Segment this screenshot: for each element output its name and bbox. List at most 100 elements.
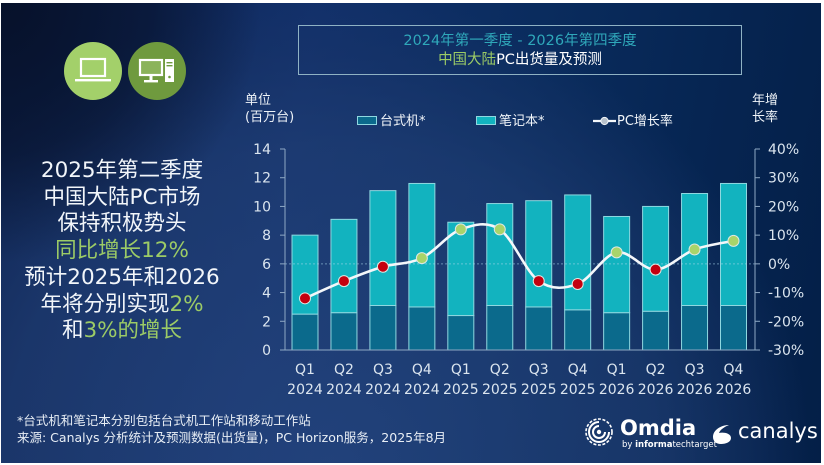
x-tick-label-quarter: Q1: [607, 362, 627, 378]
canalys-logo-icon: [709, 422, 735, 446]
growth-rate-point: [376, 260, 389, 273]
x-tick-label-quarter: Q3: [373, 362, 393, 378]
growth-rate-point: [493, 223, 506, 236]
headline-highlight-segment: 3%的增长: [83, 318, 183, 344]
bar-desktop: [369, 304, 397, 351]
y-tick-label: 0: [262, 343, 271, 359]
bar-notebook: [564, 194, 592, 311]
growth-rate-point: [571, 277, 584, 290]
headline-line: 保持积极势头: [57, 211, 187, 237]
bar-desktop: [681, 304, 709, 351]
omdia-tagline-by: by: [622, 440, 633, 450]
x-tick-label-year: 2026: [677, 382, 713, 398]
x-tick-label-quarter: Q1: [295, 362, 315, 378]
bar-desktop: [564, 309, 592, 351]
growth-rate-point: [727, 234, 740, 247]
x-tick-label-year: 2026: [638, 382, 674, 398]
omdia-tagline-techtarget: techtarget: [672, 440, 717, 450]
chart-title: 2024年第一季度 - 2026年第四季度: [403, 33, 637, 49]
bar-desktop: [525, 306, 553, 351]
x-tick-label-quarter: Q4: [724, 362, 744, 378]
bar-notebook: [330, 218, 358, 314]
growth-rate-point: [610, 246, 623, 259]
laptop-icon: [64, 42, 122, 100]
infographic: 2024年第一季度 - 2026年第四季度 中国大陆PC出货量及预测 2025年…: [1, 3, 821, 463]
growth-rate-line: [303, 223, 735, 300]
bar-desktop: [330, 312, 358, 351]
bar-desktop: [447, 315, 475, 351]
y-axis-title-line: (百万台): [245, 110, 295, 125]
headline-text-segment: 和: [61, 318, 84, 344]
x-tick-label-quarter: Q3: [685, 362, 705, 378]
growth-rate-point: [688, 243, 701, 256]
footnote-source: 来源: Canalys 分析统计及预测数据(出货量)，PC Horizon服务，…: [17, 429, 447, 445]
desktop-icon: [128, 42, 186, 100]
headline-highlight-segment: 2%: [169, 291, 204, 317]
x-tick-label-quarter: Q2: [646, 362, 666, 378]
y2-tick-label: -10%: [768, 286, 804, 302]
bar-desktop: [291, 313, 319, 351]
legend-item-notebook: 笔记本*: [476, 113, 545, 131]
y2-axis-title-line: 年增: [752, 93, 779, 108]
omdia-tagline-informa: informa: [635, 440, 673, 450]
y-tick-label: 4: [262, 286, 271, 302]
headline-line: 中国大陆PC市场: [43, 184, 201, 210]
growth-rate-point: [337, 275, 350, 288]
x-tick-label-year: 2025: [443, 382, 479, 398]
legend-item-desktop: 台式机*: [357, 113, 426, 131]
chart-subtitle-highlight: 中国大陆: [438, 52, 497, 68]
growth-rate-point: [649, 263, 662, 276]
y2-axis-title: 年增 长率: [752, 92, 778, 126]
chart-title-box: 2024年第一季度 - 2026年第四季度 中国大陆PC出货量及预测: [298, 25, 742, 75]
growth-rate-point: [415, 252, 428, 265]
x-tick-label-quarter: Q1: [451, 362, 471, 378]
chart-subtitle-rest: PC出货量及预测: [496, 52, 602, 68]
y-tick-label: 2: [262, 314, 271, 330]
x-tick-label-year: 2024: [326, 382, 362, 398]
y-tick-label: 10: [253, 199, 271, 215]
headline-line-highlight: 同比增长12%: [55, 238, 189, 264]
y-tick-label: 6: [262, 257, 271, 273]
headline-line: 2025年第二季度: [40, 158, 204, 183]
headline-text-segment: 年将分别实现: [40, 291, 170, 317]
bar-notebook: [408, 182, 436, 308]
y2-axis-title-line: 长率: [752, 110, 779, 125]
bar-notebook: [603, 215, 631, 314]
x-tick-label-year: 2024: [404, 382, 440, 398]
y-axis-title: 单位 (百万台): [245, 92, 294, 126]
y2-tick-label: -30%: [768, 343, 804, 359]
bar-notebook: [447, 221, 475, 317]
headline-line: 和3%的增长: [9, 318, 235, 345]
headline-text: 2025年第二季度 中国大陆PC市场 保持积极势头 同比增长12% 预计2025…: [9, 158, 235, 345]
x-tick-label-quarter: Q4: [412, 362, 432, 378]
legend-swatch-desktop: [357, 116, 377, 125]
chart-subtitle: 中国大陆PC出货量及预测: [299, 51, 741, 69]
bar-desktop: [408, 306, 436, 351]
omdia-logo-text: Omdia: [620, 416, 697, 440]
bar-desktop: [642, 310, 670, 351]
y-tick-label: 8: [262, 228, 271, 244]
x-tick-label-quarter: Q2: [490, 362, 510, 378]
bar-desktop: [603, 312, 631, 351]
legend-label: 笔记本*: [499, 114, 545, 129]
y2-tick-label: 30%: [768, 171, 799, 187]
x-tick-label-quarter: Q2: [334, 362, 354, 378]
bar-desktop: [720, 304, 747, 351]
headline-line: 年将分别实现2%: [9, 292, 235, 319]
x-tick-label-year: 2026: [599, 382, 635, 398]
x-tick-label-quarter: Q3: [529, 362, 549, 378]
growth-rate-point: [299, 292, 311, 305]
legend-swatch-notebook: [476, 116, 496, 125]
y-axis-title-line: 单位: [245, 93, 272, 108]
y2-tick-label: 20%: [768, 199, 799, 215]
canalys-logo-text: canalys: [738, 419, 818, 443]
x-tick-label-year: 2024: [365, 382, 401, 398]
combo-chart: 0 2 4 6 8 10 12 14 -30% -20% -10% 0% 10% 20% 30% 40% Q1 2…: [253, 142, 804, 398]
legend-label: PC增长率: [617, 114, 673, 129]
legend-item-growth: PC增长率: [593, 113, 673, 131]
y2-tick-label: 10%: [768, 228, 799, 244]
omdia-logo-icon: [584, 417, 614, 447]
x-tick-label-year: 2025: [482, 382, 518, 398]
headline-line: 预计2025年和2026: [24, 264, 220, 290]
footnote: *台式机和笔记本分别包括台式机工作站和移动工作站 来源: Canalys 分析统…: [17, 413, 446, 446]
